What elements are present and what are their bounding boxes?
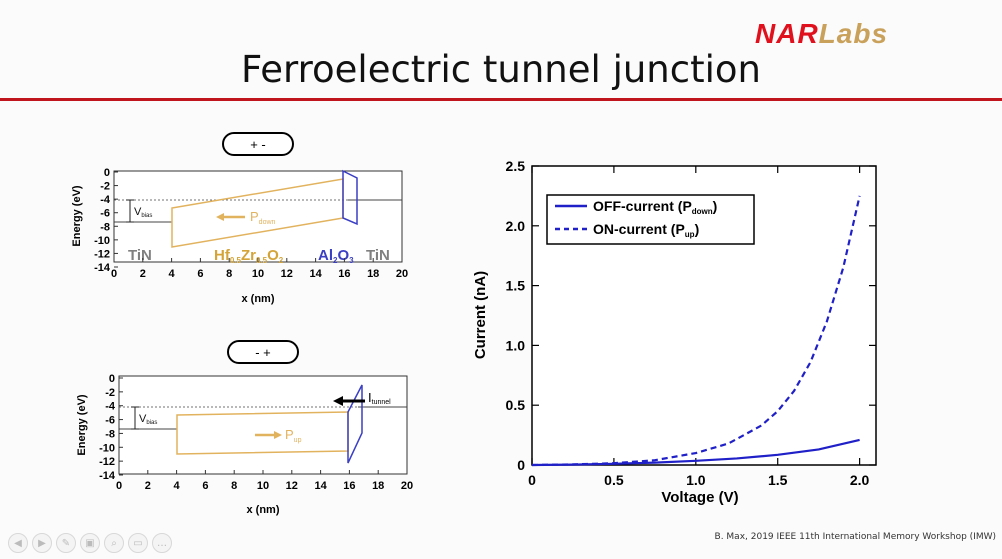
- p-down-label: Pdown: [250, 209, 276, 226]
- ytick-label: 0.5: [506, 397, 526, 413]
- tin-right-label: TiN: [366, 247, 390, 264]
- pen-icon[interactable]: ✎: [56, 533, 76, 553]
- xtick-label: 12: [281, 268, 293, 280]
- ytick-label: 1.0: [506, 337, 526, 353]
- bottom-xticks: 0 2 4 6 8 10 12 14 16 18 20: [116, 470, 413, 492]
- ytick-label: -6: [105, 415, 115, 427]
- bottom-xlabel: x (nm): [247, 504, 280, 516]
- xtick-label: 4: [174, 480, 181, 492]
- bias-polarity-label: - +: [255, 345, 271, 360]
- tin-left-label: TiN: [128, 247, 152, 264]
- narlabs-logo: NARLabs: [755, 18, 888, 50]
- p-up-label: Pup: [285, 427, 302, 444]
- ytick-label: 2.5: [506, 158, 526, 174]
- top-xticks: 0 2 4 6 8 10 12 14 16 18 20: [111, 258, 408, 280]
- ytick-label: -4: [100, 194, 111, 206]
- citation: B. Max, 2019 IEEE 11th International Mem…: [714, 532, 996, 542]
- ytick-label: -12: [99, 456, 115, 468]
- iv-chart: 0 0.5 1.0 1.5 2.0 0 0.5 1.0 1.5 2.0 2.5 OFF-curren…: [472, 158, 877, 506]
- subtitle-icon[interactable]: ▭: [128, 533, 148, 553]
- top-xlabel: x (nm): [242, 293, 275, 305]
- ytick-label: 0: [109, 373, 115, 385]
- xtick-label: 0: [111, 268, 117, 280]
- ytick-label: -10: [94, 235, 110, 247]
- al2o3-barrier: [342, 169, 358, 226]
- ytick-label: 2.0: [506, 218, 526, 234]
- xtick-label: 14: [309, 268, 322, 280]
- xtick-label: 0.5: [604, 472, 624, 488]
- bottom-ylabel: Energy (eV): [76, 394, 88, 455]
- bottom-band-diagram: - + Vbias Pup Itunnel 0 -2 -4 -6-8 -10 -12 -14…: [76, 340, 413, 516]
- title-divider: [0, 98, 1002, 101]
- ytick-label: -8: [100, 221, 110, 233]
- ytick-label: -6: [100, 208, 110, 220]
- bias-polarity-box: [222, 132, 294, 156]
- next-icon[interactable]: ▶: [32, 533, 52, 553]
- ytick-label: -14: [94, 262, 111, 274]
- prev-icon[interactable]: ◀: [8, 533, 28, 553]
- xtick-label: 8: [226, 268, 232, 280]
- xtick-label: 6: [202, 480, 208, 492]
- al2o3-label: Al2O3: [318, 247, 354, 265]
- xtick-label: 18: [372, 480, 384, 492]
- xtick-label: 1.0: [686, 472, 706, 488]
- hzo-label: Hf0.5Zr0.5O2: [214, 247, 284, 265]
- zoom-icon[interactable]: ⌕: [104, 533, 124, 553]
- ytick-label: -2: [105, 387, 115, 399]
- vbias-label: Vbias: [134, 206, 152, 219]
- bias-polarity-box: [227, 340, 299, 364]
- ytick-label: -8: [105, 428, 115, 440]
- pages-icon[interactable]: ▣: [80, 533, 100, 553]
- ytick-label: -4: [105, 401, 116, 413]
- top-ylabel: Energy (eV): [71, 185, 83, 246]
- xtick-label: 2: [140, 268, 146, 280]
- xtick-label: 10: [252, 268, 264, 280]
- chart-xlabel: Voltage (V): [661, 489, 738, 506]
- ytick-label: -14: [99, 470, 116, 482]
- xtick-label: 10: [257, 480, 269, 492]
- xtick-label: 16: [338, 268, 350, 280]
- xtick-label: 2: [145, 480, 151, 492]
- logo-labs: Labs: [818, 18, 889, 49]
- xtick-label: 6: [197, 268, 203, 280]
- ytick-label: -12: [94, 248, 110, 260]
- legend-box: [546, 194, 755, 245]
- i-tunnel-label: Itunnel: [368, 390, 391, 406]
- bottom-yticks: 0 -2 -4 -6-8 -10 -12 -14: [99, 373, 123, 482]
- xtick-label: 20: [396, 268, 408, 280]
- top-band-diagram: + - Vbias Pdown TiN Hf0.5Zr0.5O2 Al2O3 T…: [71, 132, 408, 305]
- xtick-label: 8: [231, 480, 237, 492]
- on-current-line: [531, 195, 861, 467]
- xtick-label: 2.0: [850, 472, 870, 488]
- xtick-label: 0: [528, 472, 536, 488]
- ytick-label: 0: [517, 457, 525, 473]
- ytick-label: -10: [99, 442, 115, 454]
- al2o3-barrier: [347, 384, 363, 464]
- legend-on-current: ON-current (Pup): [593, 221, 699, 239]
- chart-ylabel: Current (nA): [472, 271, 489, 359]
- ytick-label: -2: [100, 181, 110, 193]
- xtick-label: 14: [314, 480, 327, 492]
- top-yticks: 0 -2-4 -6-8 -10-12 -14: [94, 167, 118, 274]
- slide-title: Ferroelectric tunnel junction: [241, 48, 761, 91]
- vbias-label: Vbias: [139, 413, 157, 426]
- xtick-label: 16: [343, 480, 355, 492]
- xtick-label: 18: [367, 268, 379, 280]
- xtick-label: 1.5: [768, 472, 788, 488]
- logo-nar: NAR: [755, 18, 819, 49]
- ytick-label: 1.5: [506, 278, 526, 294]
- xtick-label: 0: [116, 480, 122, 492]
- presentation-toolbar: ◀ ▶ ✎ ▣ ⌕ ▭…: [8, 533, 172, 553]
- xtick-label: 20: [401, 480, 413, 492]
- xtick-label: 4: [169, 268, 176, 280]
- more-icon[interactable]: …: [152, 533, 172, 553]
- ytick-label: 0: [104, 167, 110, 179]
- bias-polarity-label: + -: [250, 137, 266, 152]
- xtick-label: 12: [286, 480, 298, 492]
- legend-off-current: OFF-current (Pdown): [593, 198, 717, 216]
